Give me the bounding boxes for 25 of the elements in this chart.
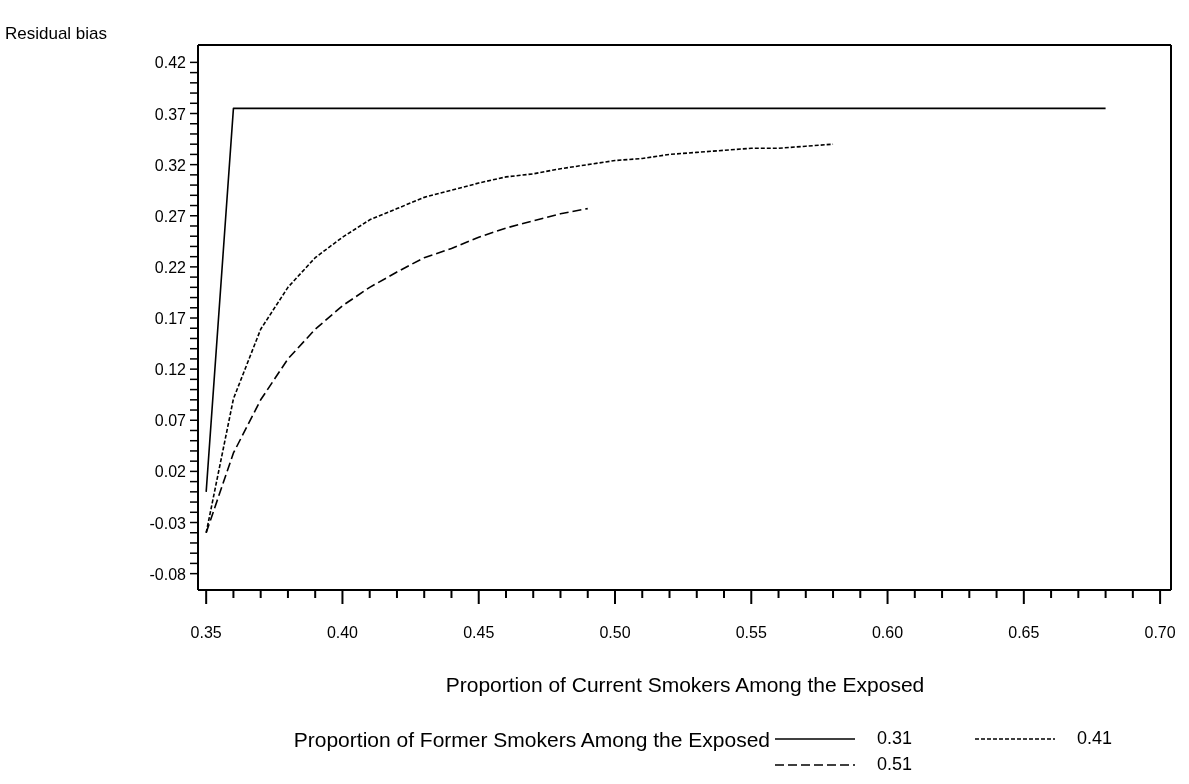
- y-tick-label: 0.22: [154, 258, 187, 276]
- legend-label: 0.31: [877, 728, 913, 748]
- y-axis-title: Residual bias: [5, 24, 108, 44]
- x-tick-label: 0.55: [735, 624, 767, 641]
- y-tick-label: 0.27: [154, 207, 187, 225]
- x-axis-title: Proportion of Current Smokers Among the Exposed: [444, 673, 926, 697]
- y-tick-label: 0.02: [154, 463, 187, 481]
- y-tick-label: -0.03: [149, 514, 187, 532]
- y-tick-label: 0.37: [154, 105, 187, 123]
- y-tick-label: -0.08: [149, 565, 187, 583]
- x-tick-label: 0.40: [326, 624, 359, 641]
- legend-title: Proportion of Former Smokers Among the Exposed: [292, 728, 770, 752]
- x-tick-label: 0.50: [599, 624, 631, 641]
- x-tick-label: 0.65: [1008, 624, 1040, 641]
- x-tick-label: 0.45: [463, 624, 495, 641]
- legend-label: 0.41: [1077, 728, 1113, 748]
- x-tick-label: 0.60: [871, 624, 904, 641]
- y-tick-label: 0.17: [154, 310, 187, 328]
- legend-label: 0.51: [877, 754, 913, 774]
- x-tick-label: 0.35: [190, 624, 222, 641]
- y-tick-label: 0.32: [154, 156, 187, 174]
- y-tick-label: 0.42: [154, 54, 187, 72]
- x-tick-label: 0.70: [1144, 624, 1176, 641]
- y-tick-label: 0.07: [154, 412, 187, 430]
- y-tick-label: 0.12: [154, 361, 187, 379]
